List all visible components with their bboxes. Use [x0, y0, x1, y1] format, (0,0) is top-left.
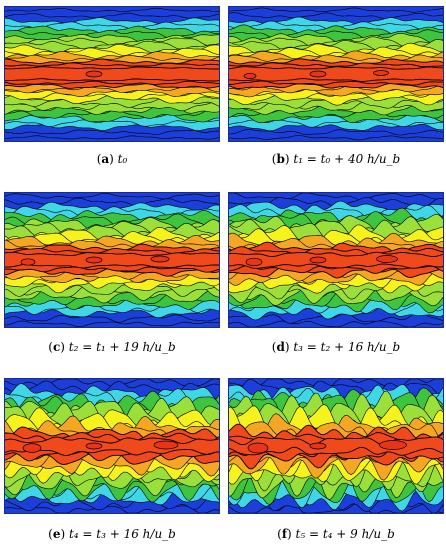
core-island [247, 442, 269, 454]
core-island [309, 442, 327, 450]
caption-f: (f) t₅ = t₄ + 9 h/u_b [277, 527, 395, 541]
core-island [309, 256, 327, 264]
caption-text-f: t₅ = t₄ + 9 h/u_b [295, 527, 395, 541]
caption-tag-c: c [52, 340, 61, 354]
caption-tag-a: a [101, 152, 110, 166]
core-island [85, 70, 103, 78]
caption-text-a: t₀ [117, 152, 128, 166]
contour-panel-f [228, 378, 444, 514]
core-island [153, 440, 179, 450]
contour-plot-e [4, 378, 220, 514]
contour-panel-e [4, 378, 220, 514]
caption-text-d: t₃ = t₂ + 16 h/u_b [293, 340, 401, 354]
core-island [150, 255, 170, 263]
plot-frame [228, 6, 444, 142]
caption-tag-e: e [52, 527, 61, 541]
caption-e: (e) t₄ = t₃ + 16 h/u_b [48, 527, 176, 541]
plot-frame [4, 378, 220, 514]
plot-frame [228, 378, 444, 514]
contour-level [228, 66, 444, 82]
core-island [309, 70, 327, 78]
core-island [22, 443, 42, 453]
contour-plot-f [228, 378, 444, 514]
plot-frame [4, 192, 220, 328]
contour-level [228, 436, 444, 456]
caption-tag-f: f [281, 527, 288, 541]
caption-text-b: t₁ = t₀ + 40 h/u_b [293, 152, 401, 166]
contour-plot-a [4, 6, 220, 142]
core-island [85, 256, 103, 264]
caption-c: (c) t₂ = t₁ + 19 h/u_b [48, 340, 176, 354]
core-island [245, 257, 263, 267]
caption-a: (a) t₀ [96, 152, 128, 166]
core-island [20, 258, 36, 266]
contour-plot-d [228, 192, 444, 328]
caption-text-c: t₂ = t₁ + 19 h/u_b [68, 340, 176, 354]
contour-plot-c [4, 192, 220, 328]
core-island [376, 255, 398, 263]
contour-panel-d [228, 192, 444, 328]
caption-text-e: t₄ = t₃ + 16 h/u_b [68, 527, 176, 541]
plot-frame [4, 6, 220, 142]
contour-panel-a [4, 6, 220, 142]
plot-frame [228, 192, 444, 328]
contour-plot-b [228, 6, 444, 142]
contour-panel-c [4, 192, 220, 328]
contour-level [4, 66, 220, 82]
caption-tag-b: b [276, 152, 285, 166]
core-island [379, 440, 407, 450]
core-island [85, 442, 103, 450]
contour-panel-b [228, 6, 444, 142]
caption-d: (d) t₃ = t₂ + 16 h/u_b [271, 340, 401, 354]
caption-b: (b) t₁ = t₀ + 40 h/u_b [271, 152, 401, 166]
core-island [373, 70, 389, 76]
caption-tag-d: d [276, 340, 285, 354]
core-island [243, 73, 257, 79]
